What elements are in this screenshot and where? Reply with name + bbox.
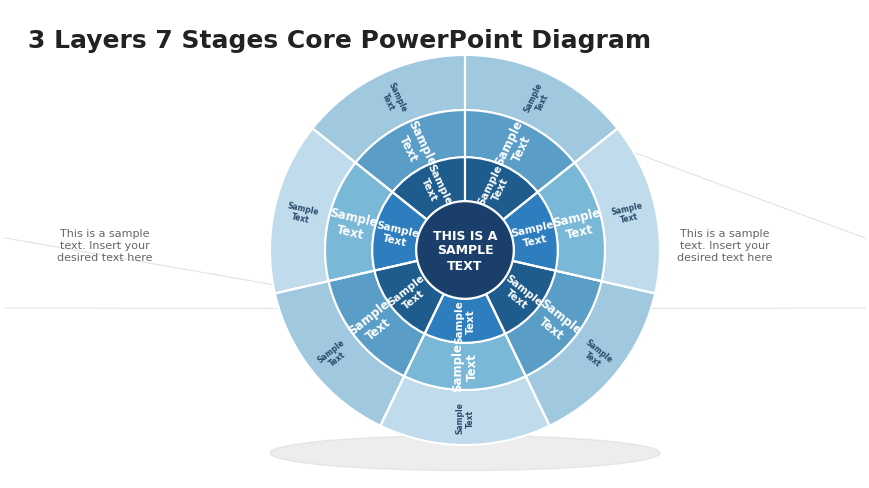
Wedge shape: [312, 56, 464, 163]
Wedge shape: [275, 282, 404, 426]
Text: Sample
Text: Sample Text: [283, 200, 319, 226]
Text: Sample
Text: Sample Text: [346, 297, 401, 349]
Text: Sample
Text: Sample Text: [315, 337, 352, 372]
Text: Sample
Text: Sample Text: [551, 205, 605, 244]
Ellipse shape: [269, 436, 660, 470]
Text: Sample
Text: Sample Text: [476, 163, 514, 211]
Text: Sample
Text: Sample Text: [521, 81, 553, 119]
Wedge shape: [380, 376, 549, 445]
Wedge shape: [464, 111, 574, 193]
Text: Sample
Text: Sample Text: [577, 337, 614, 372]
Text: Sample
Text: Sample Text: [385, 272, 433, 317]
Wedge shape: [502, 193, 557, 271]
Circle shape: [415, 202, 514, 299]
Text: Sample
Text: Sample Text: [527, 297, 583, 349]
Wedge shape: [464, 56, 617, 163]
Text: This is a sample
text. Insert your
desired text here: This is a sample text. Insert your desir…: [676, 229, 772, 262]
Text: Sample
Text: Sample Text: [454, 402, 474, 433]
Text: Sample
Text: Sample Text: [391, 118, 437, 174]
Text: Sample
Text: Sample Text: [372, 220, 419, 250]
Text: Sample
Text: Sample Text: [454, 299, 475, 343]
Wedge shape: [537, 163, 604, 282]
Text: Sample
Text: Sample Text: [492, 118, 538, 174]
Text: Sample
Text: Sample Text: [376, 81, 408, 119]
Text: 3 Layers 7 Stages Core PowerPoint Diagram: 3 Layers 7 Stages Core PowerPoint Diagra…: [28, 29, 650, 53]
Text: Sample
Text: Sample Text: [324, 205, 378, 244]
Wedge shape: [392, 158, 464, 220]
Text: Sample
Text: Sample Text: [510, 220, 557, 250]
Wedge shape: [355, 111, 464, 193]
Text: Sample
Text: Sample Text: [450, 342, 479, 391]
Wedge shape: [464, 158, 537, 220]
Text: Sample
Text: Sample Text: [415, 163, 453, 211]
Wedge shape: [424, 294, 505, 343]
Wedge shape: [328, 271, 424, 376]
Wedge shape: [525, 282, 654, 426]
Wedge shape: [325, 163, 392, 282]
Text: This is a sample
text. Insert your
desired text here: This is a sample text. Insert your desir…: [57, 229, 153, 262]
Wedge shape: [269, 129, 355, 294]
Wedge shape: [486, 261, 554, 334]
Wedge shape: [375, 261, 443, 334]
Wedge shape: [505, 271, 600, 376]
Text: Sample
Text: Sample Text: [496, 272, 543, 317]
Wedge shape: [574, 129, 660, 294]
Wedge shape: [404, 334, 525, 390]
Wedge shape: [372, 193, 427, 271]
Text: THIS IS A
SAMPLE
TEXT: THIS IS A SAMPLE TEXT: [432, 229, 496, 272]
Text: Sample
Text: Sample Text: [610, 200, 646, 226]
